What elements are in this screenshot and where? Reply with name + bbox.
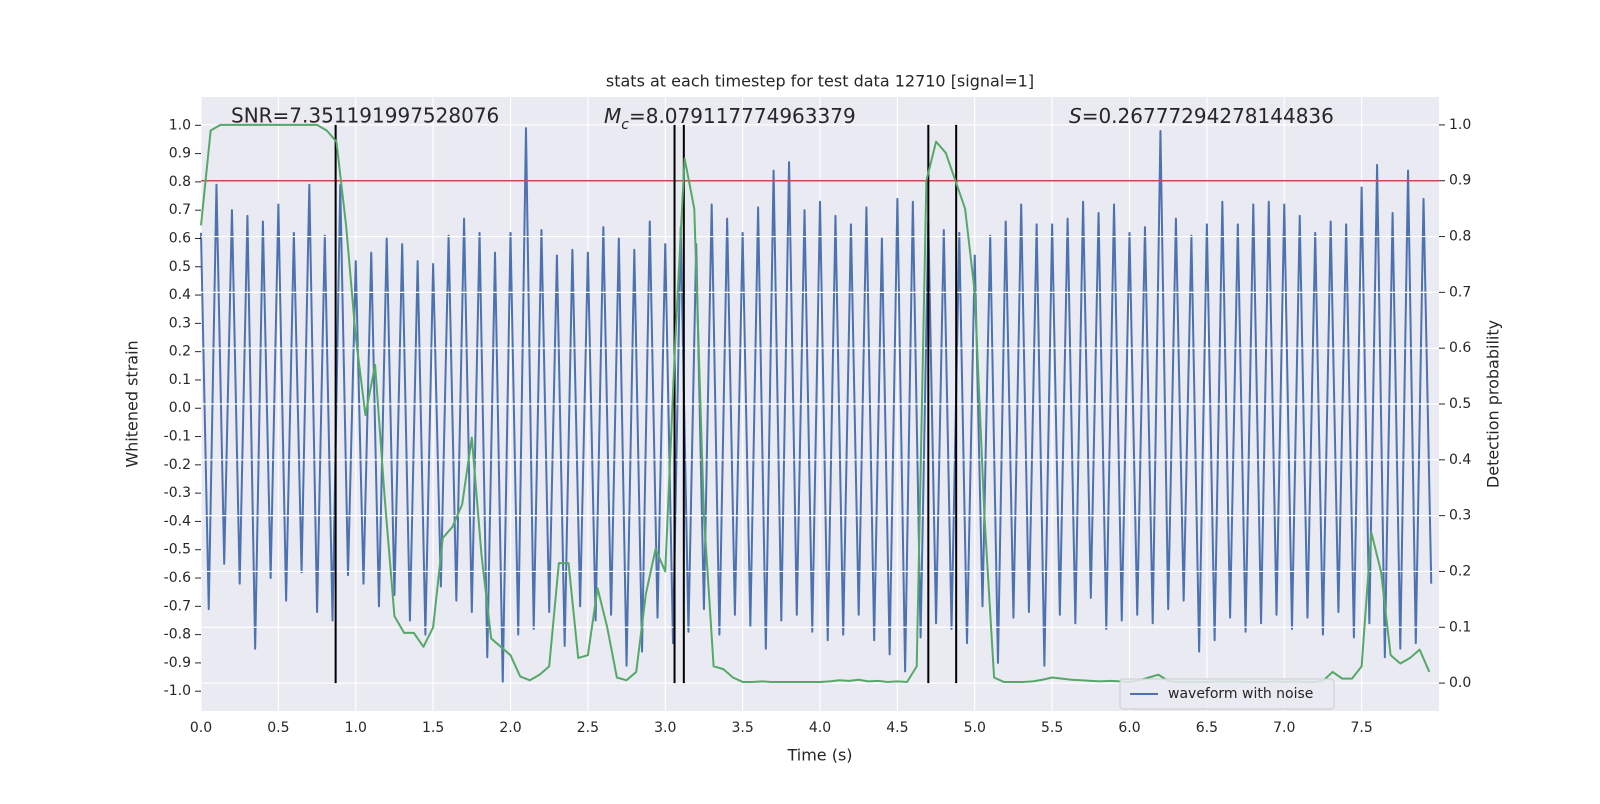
annotation-value: =8.079117774963379 [629,104,856,128]
x-tick-label: 3.0 [654,720,676,736]
annotation: SNR=7.351191997528076 [231,104,499,128]
x-tick-label: 6.0 [1118,720,1140,736]
annotation-subscript: c [621,117,629,133]
x-tick-label: 4.5 [886,720,908,736]
y-tick-label: 0.7 [169,202,191,218]
y-axis-label: Whitened strain [123,340,142,467]
x-tick-label: 0.5 [267,720,289,736]
x-tick-label: 5.5 [1041,720,1063,736]
x-tick-label: 2.0 [499,720,521,736]
x-tick-label: 6.5 [1196,720,1218,736]
y-tick-label: 0.2 [169,344,191,360]
y-tick-label: 0.3 [169,315,191,331]
y2-tick-label: 0.0 [1449,675,1471,691]
y-tick-label: -0.8 [164,627,191,643]
y-tick-label: 0.9 [169,146,191,162]
legend-label: waveform with noise [1168,686,1313,702]
x-tick-label: 7.5 [1350,720,1372,736]
series-line [200,127,1433,684]
y-tick-label: 0.5 [169,259,191,275]
y2-tick-label: 0.5 [1449,396,1471,412]
x-tick-label: 3.5 [731,720,753,736]
y-tick-label: 0.1 [169,372,191,388]
x-axis-label: Time (s) [786,746,852,765]
x-tick-label: 1.5 [422,720,444,736]
y-tick-label: 1.0 [169,117,191,133]
y-tick-label: 0.0 [169,400,191,416]
y2-tick-label: 0.6 [1449,340,1471,356]
y-tick-label: -0.7 [164,598,191,614]
y-tick-label: -1.0 [164,683,191,699]
legend-box [1119,678,1335,710]
y2-tick-label: 0.2 [1449,563,1471,579]
y2-tick-label: 0.7 [1449,284,1471,300]
x-tick-label: 2.5 [577,720,599,736]
y-tick-label: -0.4 [164,513,191,529]
y2-tick-label: 0.9 [1449,173,1471,189]
x-tick-label: 5.0 [964,720,986,736]
annotation: S=0.26777294278144836 [1069,104,1334,128]
y2-tick-label: 0.4 [1449,452,1471,468]
y2-tick-label: 0.1 [1449,619,1471,635]
y2-axis-label: Detection probability [1484,320,1503,488]
annotation-symbol: M [604,104,621,128]
y-tick-label: 0.6 [169,230,191,246]
annotation-symbol: S [1069,104,1082,128]
x-tick-label: 1.0 [345,720,367,736]
y2-tick-label: 1.0 [1449,117,1471,133]
y2-tick-label: 0.3 [1449,508,1471,524]
y-tick-label: -0.9 [164,655,191,671]
annotation: Mc=8.079117774963379 [604,104,856,134]
x-tick-label: 4.0 [809,720,831,736]
y-tick-label: -0.6 [164,570,191,586]
y-tick-label: 0.8 [169,174,191,190]
y-tick-label: -0.2 [164,457,191,473]
chart-title: stats at each timestep for test data 127… [606,72,1034,91]
x-tick-label: 7.0 [1273,720,1295,736]
y-tick-label: -0.1 [164,429,191,445]
y-tick-label: -0.5 [164,542,191,558]
annotation-value: =0.26777294278144836 [1082,104,1334,128]
y2-tick-label: 0.8 [1449,229,1471,245]
y-tick-label: -0.3 [164,485,191,501]
y-tick-label: 0.4 [169,287,191,303]
x-tick-label: 0.0 [190,720,212,736]
